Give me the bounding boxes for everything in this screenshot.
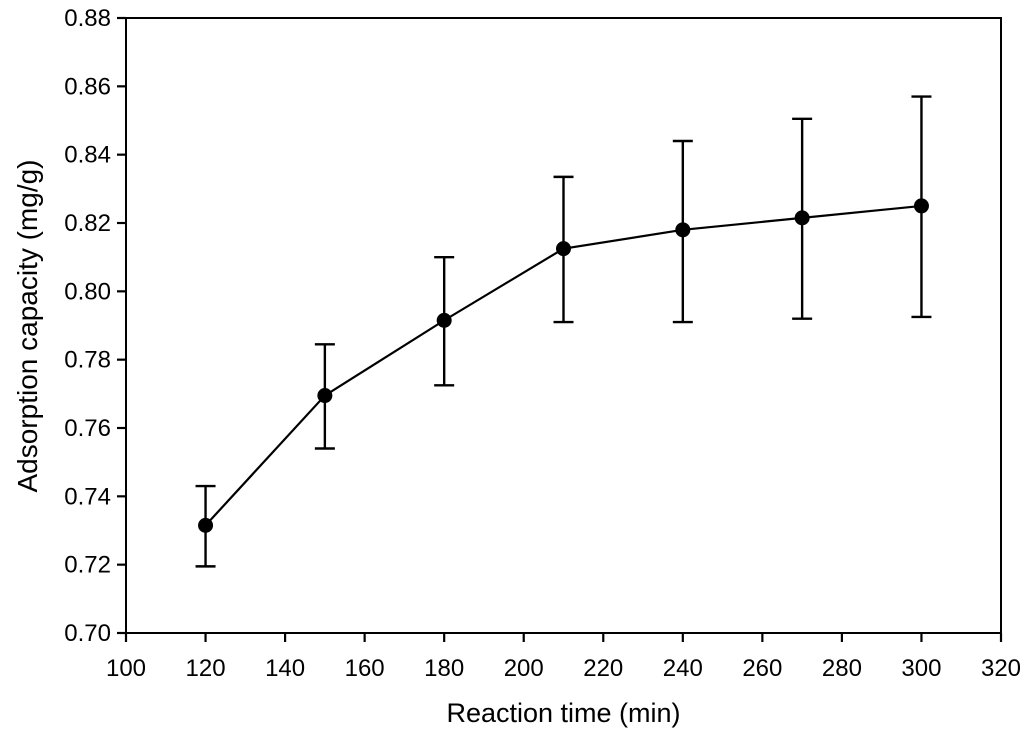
- x-tick-label: 120: [186, 655, 226, 682]
- data-point: [317, 388, 333, 404]
- y-tick-label: 0.88: [64, 5, 111, 32]
- x-tick-label: 200: [504, 655, 544, 682]
- y-tick-label: 0.86: [64, 73, 111, 100]
- data-point: [794, 210, 810, 226]
- x-tick-label: 220: [583, 655, 623, 682]
- y-tick-label: 0.80: [64, 278, 111, 305]
- y-tick-label: 0.70: [64, 620, 111, 647]
- y-tick-label: 0.74: [64, 483, 111, 510]
- y-tick-label: 0.84: [64, 142, 111, 169]
- data-point: [198, 517, 214, 533]
- x-tick-label: 140: [265, 655, 305, 682]
- x-tick-label: 100: [106, 655, 146, 682]
- y-tick-label: 0.78: [64, 347, 111, 374]
- x-tick-label: 180: [424, 655, 464, 682]
- data-point: [913, 198, 929, 214]
- plot-frame: [125, 17, 1002, 634]
- x-tick-label: 160: [345, 655, 385, 682]
- y-axis-title: Adsorption capacity (mg/g): [12, 159, 43, 493]
- x-tick-label: 240: [663, 655, 703, 682]
- y-tick-label: 0.82: [64, 210, 111, 237]
- data-point: [675, 222, 691, 238]
- y-tick-label: 0.72: [64, 552, 111, 579]
- data-point: [556, 241, 571, 257]
- x-tick-label: 280: [822, 655, 862, 682]
- x-tick-label: 320: [981, 655, 1021, 682]
- x-tick-label: 300: [901, 655, 941, 682]
- x-axis-title: Reaction time (min): [446, 698, 681, 728]
- x-tick-label: 260: [742, 655, 782, 682]
- data-point: [436, 312, 452, 328]
- y-tick-label: 0.76: [64, 415, 111, 442]
